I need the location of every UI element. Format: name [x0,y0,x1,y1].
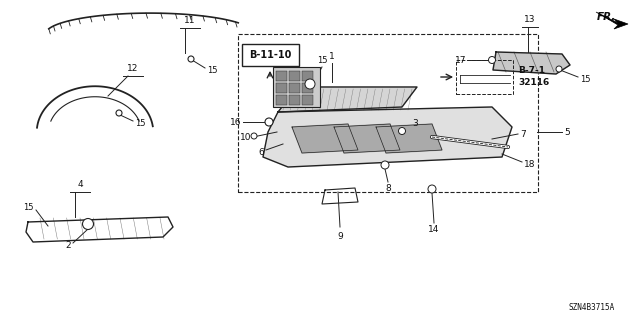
Text: B-11-10: B-11-10 [249,50,291,60]
Text: 15: 15 [207,66,218,75]
Bar [302,71,313,81]
Bar [276,83,287,93]
Text: 15: 15 [580,75,591,84]
Text: 16: 16 [230,117,241,126]
Bar [302,83,313,93]
Polygon shape [292,124,358,153]
Text: 3: 3 [412,119,418,128]
Text: 6: 6 [259,148,264,156]
Polygon shape [278,87,417,112]
Bar [273,67,320,107]
Circle shape [265,118,273,126]
Text: 15: 15 [317,56,327,65]
Circle shape [381,161,389,169]
Text: 14: 14 [428,225,440,234]
Bar [276,95,287,105]
Text: FR.: FR. [597,12,616,22]
Text: B-7-1: B-7-1 [518,66,545,75]
Text: 32116: 32116 [518,77,549,86]
Text: 11: 11 [184,16,196,25]
Text: 4: 4 [77,180,83,189]
Text: 13: 13 [524,15,536,24]
Bar [276,71,287,81]
Text: 2: 2 [65,241,71,250]
Text: 8: 8 [385,184,391,193]
Text: 1: 1 [329,52,335,61]
Circle shape [488,57,495,63]
Bar [456,60,513,94]
Polygon shape [334,124,400,153]
Polygon shape [596,12,628,29]
Text: 15: 15 [24,204,34,212]
Text: 9: 9 [337,232,343,241]
Bar [289,95,300,105]
Text: 7: 7 [520,130,525,139]
Circle shape [428,185,436,193]
Text: SZN4B3715A: SZN4B3715A [569,303,615,312]
Polygon shape [263,107,512,167]
Circle shape [305,79,315,89]
Circle shape [83,219,93,229]
Bar [289,71,300,81]
Text: 18: 18 [524,159,536,169]
Bar [238,34,538,192]
Bar [242,44,299,66]
Text: 15: 15 [135,118,145,127]
Text: 10: 10 [239,132,251,141]
Circle shape [556,66,562,72]
Polygon shape [376,124,442,153]
Circle shape [399,127,406,134]
Polygon shape [493,52,570,74]
Circle shape [251,133,257,139]
Bar [289,83,300,93]
Bar [302,95,313,105]
Text: 12: 12 [127,64,139,73]
Circle shape [116,110,122,116]
Text: 17: 17 [454,55,466,65]
Text: 5: 5 [564,127,570,137]
Circle shape [188,56,194,62]
